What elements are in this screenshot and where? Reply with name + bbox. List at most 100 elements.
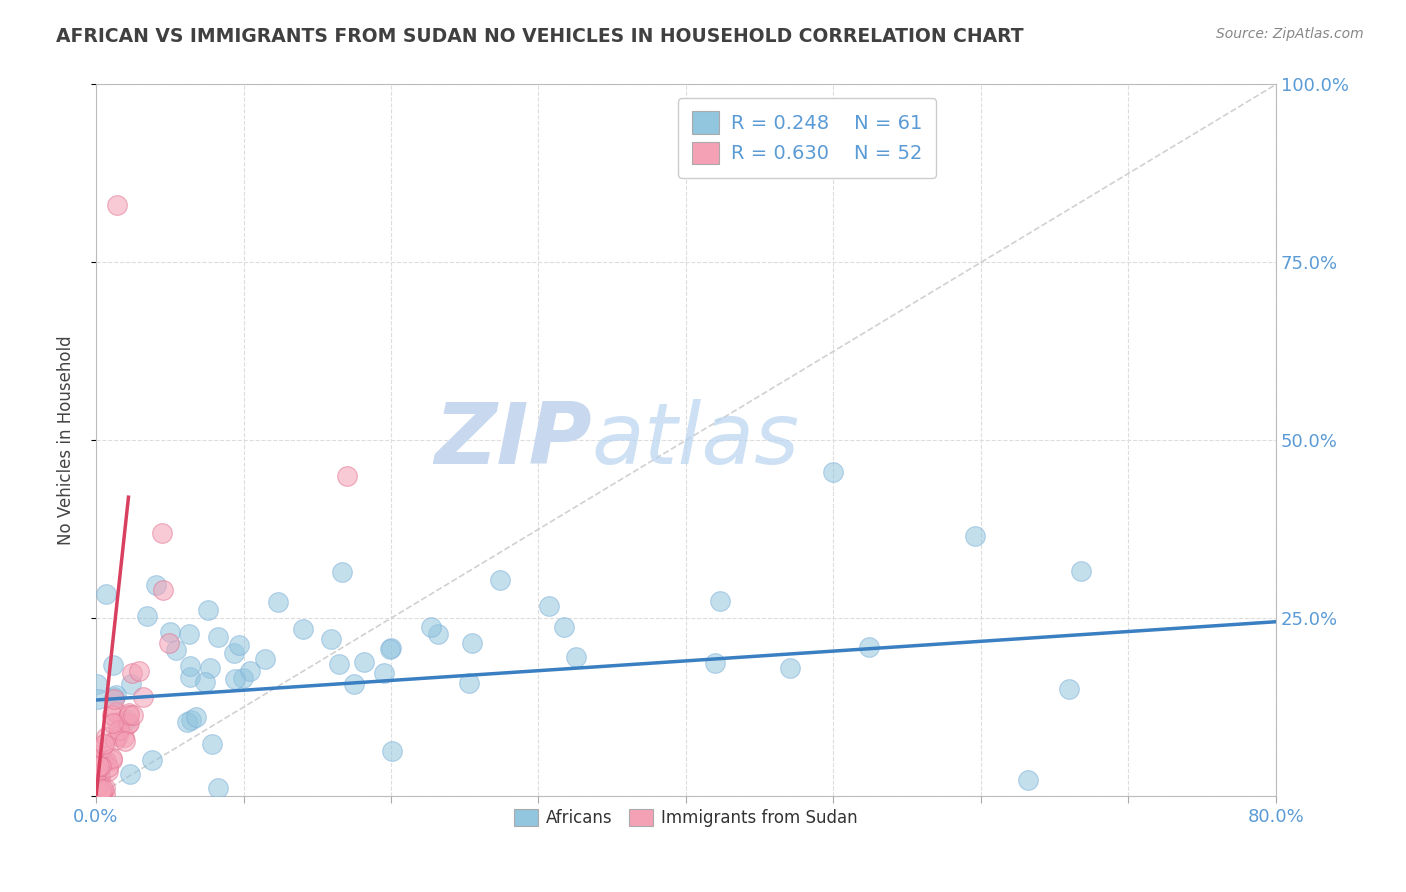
Point	[110, 714, 132, 729]
Point	[179, 659, 201, 673]
Text: ZIP: ZIP	[434, 399, 592, 482]
Point	[117, 717, 139, 731]
Point	[823, 465, 845, 479]
Point	[105, 688, 128, 702]
Point	[91, 789, 114, 803]
Point	[709, 593, 731, 607]
Point	[121, 708, 143, 723]
Point	[108, 723, 131, 738]
Text: Source: ZipAtlas.com: Source: ZipAtlas.com	[1216, 27, 1364, 41]
Point	[104, 705, 127, 719]
Point	[94, 586, 117, 600]
Point	[97, 764, 120, 778]
Point	[381, 744, 404, 758]
Point	[779, 661, 801, 675]
Point	[328, 657, 350, 672]
Point	[94, 754, 117, 768]
Point	[150, 525, 173, 540]
Point	[145, 577, 167, 591]
Point	[184, 710, 207, 724]
Point	[553, 620, 575, 634]
Point	[114, 734, 136, 748]
Point	[105, 716, 128, 731]
Point	[1017, 773, 1039, 788]
Point	[107, 729, 129, 743]
Point	[488, 573, 510, 587]
Point	[176, 715, 198, 730]
Point	[94, 788, 117, 802]
Point	[141, 753, 163, 767]
Point	[117, 715, 139, 730]
Point	[180, 713, 202, 727]
Point	[103, 692, 125, 706]
Point	[101, 657, 124, 672]
Point	[159, 624, 181, 639]
Point	[87, 752, 110, 766]
Point	[93, 781, 115, 796]
Point	[165, 643, 187, 657]
Text: atlas: atlas	[592, 399, 800, 482]
Point	[267, 595, 290, 609]
Y-axis label: No Vehicles in Household: No Vehicles in Household	[58, 335, 75, 545]
Point	[101, 708, 124, 723]
Point	[118, 706, 141, 720]
Point	[90, 783, 112, 797]
Point	[103, 690, 125, 704]
Point	[86, 779, 108, 793]
Point	[100, 751, 122, 765]
Point	[121, 666, 143, 681]
Point	[93, 737, 115, 751]
Point	[105, 198, 128, 212]
Point	[457, 675, 479, 690]
Point	[96, 760, 118, 774]
Point	[152, 583, 174, 598]
Point	[136, 609, 159, 624]
Point	[87, 767, 110, 781]
Point	[87, 748, 110, 763]
Point	[90, 757, 112, 772]
Point	[380, 641, 402, 656]
Point	[228, 638, 250, 652]
Point	[89, 769, 111, 783]
Point	[157, 636, 180, 650]
Point	[87, 691, 110, 706]
Point	[86, 766, 108, 780]
Point	[292, 622, 315, 636]
Point	[198, 661, 221, 675]
Point	[201, 737, 224, 751]
Point	[353, 655, 375, 669]
Point	[378, 642, 401, 657]
Point	[101, 753, 124, 767]
Point	[565, 649, 588, 664]
Point	[420, 620, 443, 634]
Point	[254, 652, 277, 666]
Point	[90, 789, 112, 803]
Point	[207, 781, 229, 796]
Point	[91, 755, 114, 769]
Point	[207, 630, 229, 644]
Point	[460, 636, 482, 650]
Point	[104, 733, 127, 747]
Point	[90, 740, 112, 755]
Point	[128, 664, 150, 678]
Point	[87, 781, 110, 796]
Point	[537, 599, 560, 614]
Point	[1070, 564, 1092, 578]
Point	[1059, 681, 1081, 696]
Point	[179, 670, 201, 684]
Point	[963, 529, 986, 543]
Point	[177, 626, 200, 640]
Point	[101, 715, 124, 730]
Point	[704, 656, 727, 670]
Point	[112, 730, 135, 744]
Point	[194, 674, 217, 689]
Point	[197, 603, 219, 617]
Point	[120, 677, 142, 691]
Point	[117, 714, 139, 728]
Point	[86, 762, 108, 776]
Point	[94, 780, 117, 795]
Legend: Africans, Immigrants from Sudan: Africans, Immigrants from Sudan	[508, 803, 865, 834]
Point	[224, 672, 246, 686]
Point	[858, 640, 880, 654]
Point	[89, 770, 111, 784]
